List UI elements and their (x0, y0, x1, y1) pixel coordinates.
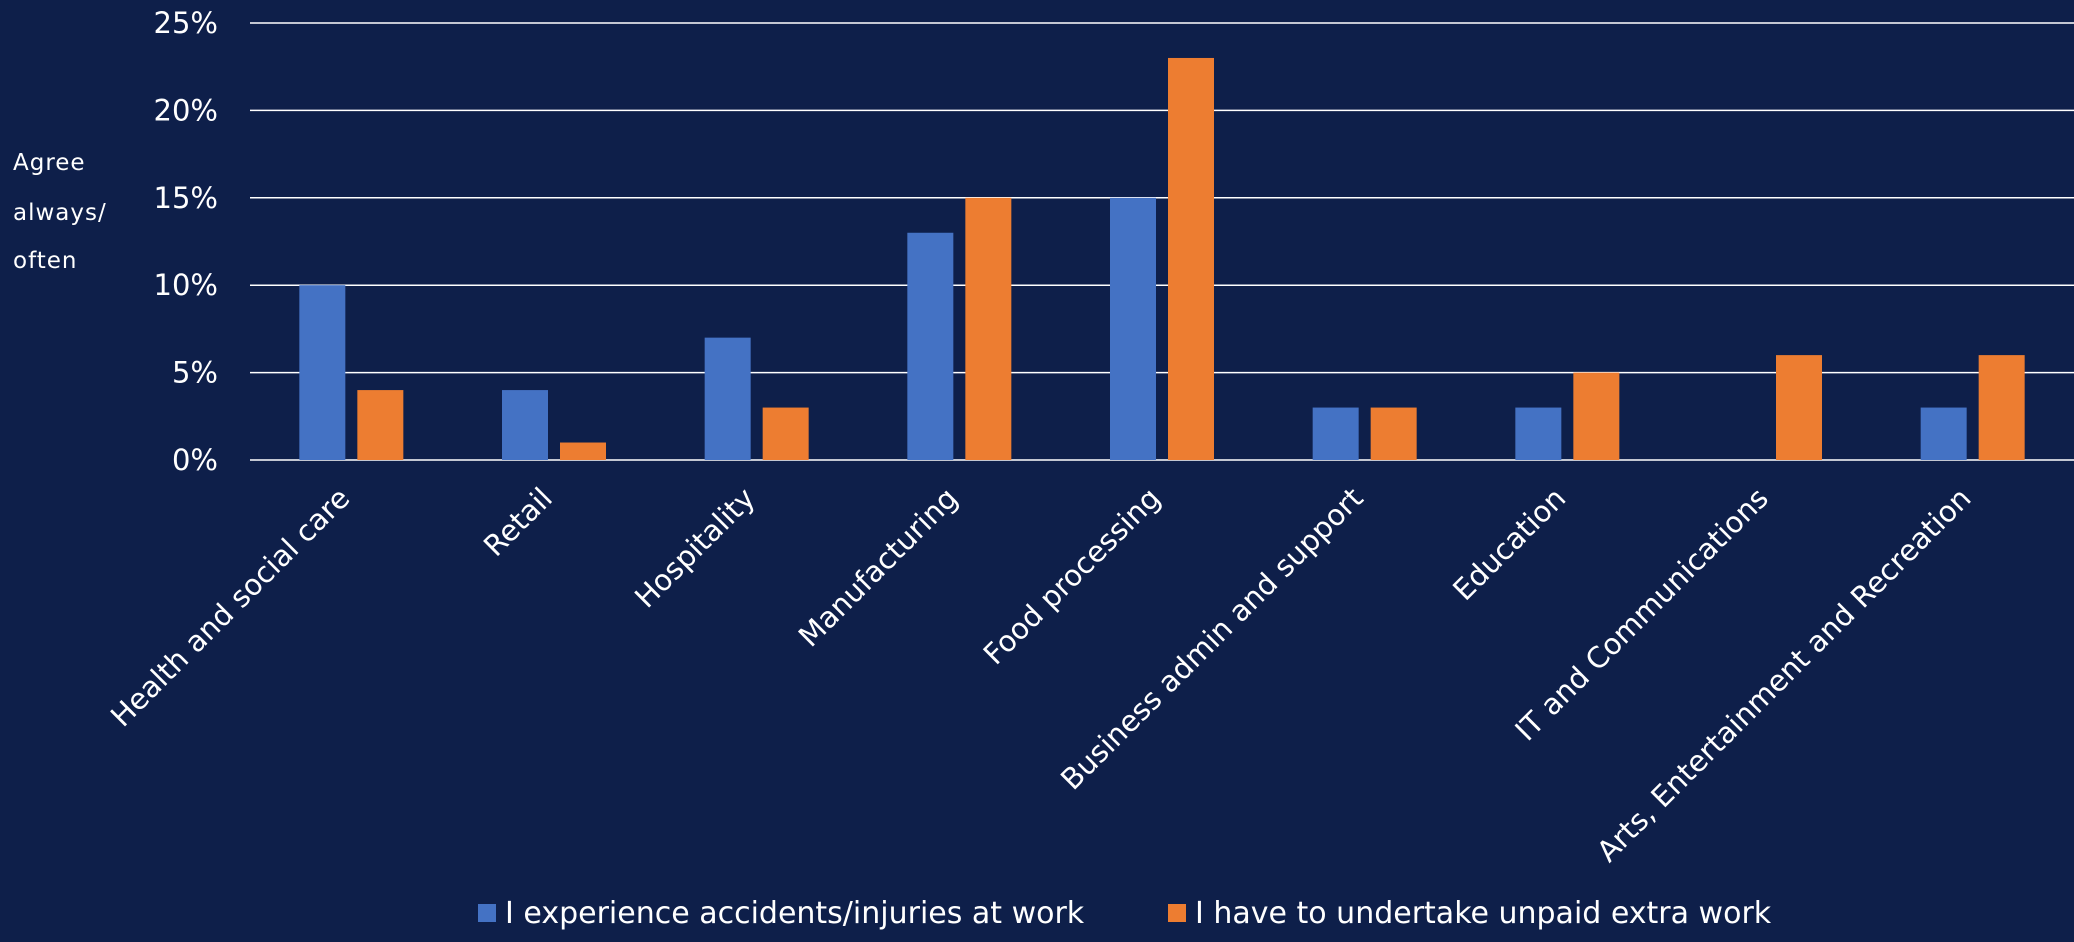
bar-unpaid-work-0 (357, 390, 404, 460)
legend-label-unpaid-work: I have to undertake unpaid extra work (1195, 896, 1772, 931)
bars (299, 57, 2025, 461)
bar-unpaid-work-1 (560, 442, 606, 460)
gridlines (250, 22, 2074, 461)
x-category-label: Manufacturing (792, 481, 965, 654)
y-tick-label: 20% (154, 93, 218, 127)
bar-unpaid-work-4 (1168, 57, 1214, 461)
bar-unpaid-work-6 (1573, 372, 1620, 460)
bar-accidents-0 (299, 285, 346, 460)
bar-accidents-8 (1920, 407, 1967, 460)
bar-accidents-1 (502, 390, 548, 460)
legend-swatch-accidents (478, 904, 496, 922)
y-tick-label: 10% (154, 268, 218, 302)
bar-unpaid-work-2 (762, 407, 809, 460)
y-axis-title-line: always/ (13, 200, 107, 226)
legend-label-accidents: I experience accidents/injuries at work (505, 896, 1085, 931)
legend-swatch-unpaid-work (1168, 904, 1186, 922)
bar-accidents-6 (1515, 407, 1562, 460)
x-category-label: Arts, Entertainment and Recreation (1590, 481, 1978, 869)
x-category-label: Health and social care (104, 481, 356, 733)
bar-unpaid-work-3 (965, 197, 1012, 461)
x-category-label: Education (1446, 481, 1572, 607)
y-axis-title: Agree always/ often (13, 150, 107, 274)
y-tick-label: 25% (154, 6, 218, 40)
x-category-label: Food processing (977, 481, 1167, 671)
y-tick-label: 5% (172, 356, 218, 390)
y-axis-title-line: often (13, 248, 78, 274)
bar-unpaid-work-8 (1978, 355, 2025, 460)
bar-accidents-2 (704, 337, 751, 460)
bar-accidents-4 (1110, 197, 1156, 461)
bar-accidents-5 (1312, 407, 1359, 460)
bar-unpaid-work-5 (1370, 407, 1417, 460)
x-category-label: Retail (477, 481, 559, 563)
y-axis-title-line: Agree (13, 150, 86, 176)
x-axis-categories: Health and social care Retail Hospitality M… (104, 481, 1978, 869)
legend: I experience accidents/injuries at work … (478, 896, 1772, 931)
bar-accidents-3 (907, 232, 954, 460)
y-tick-label: 15% (154, 181, 218, 215)
x-category-label: Hospitality (628, 481, 762, 615)
y-tick-label: 0% (172, 443, 218, 477)
bar-unpaid-work-7 (1776, 355, 1822, 460)
y-axis-ticks: 0% 5% 10% 15% 20% 25% (154, 6, 218, 477)
